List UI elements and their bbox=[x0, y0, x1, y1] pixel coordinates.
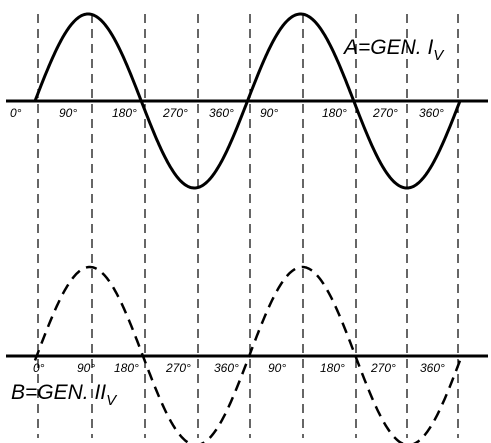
bottom-tick-label: 0° bbox=[33, 361, 45, 375]
wave-a-title-text: A=GEN. I bbox=[342, 36, 433, 59]
bottom-tick-label: 180° bbox=[320, 361, 345, 375]
bottom-tick-label: 270° bbox=[370, 361, 396, 375]
wave-a-solid bbox=[33, 12, 462, 190]
bottom-tick-label: 90° bbox=[77, 361, 95, 375]
top-tick-label: 270° bbox=[372, 106, 398, 120]
bottom-tick-label: 90° bbox=[268, 361, 286, 375]
wave-b-title-subscript: V bbox=[106, 392, 118, 409]
bottom-tick-label: 270° bbox=[165, 361, 191, 375]
bottom-tick-label: 180° bbox=[114, 361, 139, 375]
phase-guide-lines bbox=[37, 14, 459, 438]
top-tick-label: 0° bbox=[10, 106, 22, 120]
top-tick-label: 90° bbox=[260, 106, 278, 120]
wave-b-title-text: B=GEN. II bbox=[11, 381, 106, 404]
wave-b-title: B=GEN. IIV bbox=[11, 381, 118, 409]
top-tick-label: 270° bbox=[162, 106, 188, 120]
top-tick-label: 180° bbox=[322, 106, 347, 120]
wave-a-title-subscript: V bbox=[433, 47, 445, 64]
wave-a-title: A=GEN. IV bbox=[342, 36, 445, 64]
wave-b-dashed bbox=[33, 265, 462, 443]
bottom-tick-labels: 0° 90° 180° 270° 360° 90° 180° 270° 360° bbox=[33, 361, 445, 375]
top-tick-label: 90° bbox=[59, 106, 77, 120]
top-tick-label: 360° bbox=[419, 106, 444, 120]
bottom-tick-label: 360° bbox=[420, 361, 445, 375]
top-tick-label: 180° bbox=[112, 106, 137, 120]
top-tick-label: 360° bbox=[209, 106, 234, 120]
bottom-tick-label: 360° bbox=[214, 361, 239, 375]
top-tick-labels: 0° 90° 180° 270° 360° 90° 180° 270° 360° bbox=[10, 106, 444, 120]
